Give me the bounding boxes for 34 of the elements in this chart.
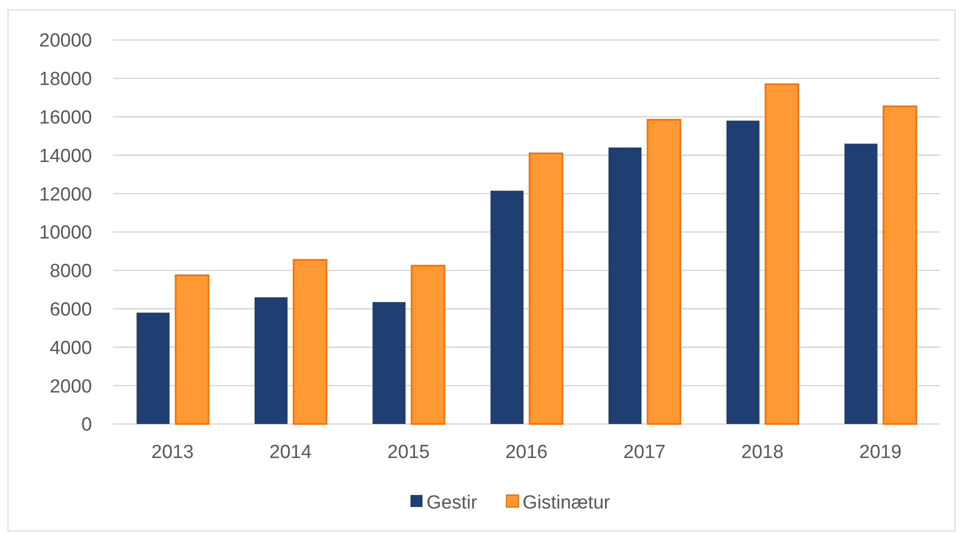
y-tick-label: 18000: [39, 69, 92, 90]
bar: [490, 190, 524, 424]
y-tick-label: 12000: [39, 184, 92, 206]
y-tick-label: 6000: [50, 299, 92, 320]
y-tick-label: 16000: [39, 107, 92, 128]
bar: [844, 144, 878, 424]
y-tick-label: 10000: [39, 222, 92, 244]
x-tick-label: 2018: [741, 442, 784, 463]
bar: [254, 297, 288, 424]
x-tick-label: 2016: [505, 442, 548, 463]
x-tick-label: 2019: [859, 442, 902, 463]
x-tick-label: 2017: [623, 442, 666, 463]
bar: [292, 259, 328, 425]
bar: [174, 274, 210, 425]
y-tick-label: 4000: [50, 338, 92, 359]
legend-label: Gestir: [426, 492, 478, 514]
bar: [764, 83, 800, 425]
bar: [136, 312, 170, 424]
bar: [608, 148, 642, 424]
x-tick-label: 2015: [387, 442, 430, 463]
x-tick-label: 2014: [269, 442, 312, 463]
bar: [646, 118, 682, 425]
bar: [528, 152, 564, 425]
bar: [882, 105, 918, 425]
y-tick-label: 8000: [50, 261, 92, 282]
bar: [372, 302, 406, 424]
bar: [726, 120, 760, 424]
y-tick-label: 0: [81, 414, 92, 436]
x-tick-label: 2013: [151, 442, 194, 463]
y-tick-label: 20000: [39, 30, 92, 52]
bar: [410, 264, 446, 425]
y-tick-label: 14000: [39, 146, 92, 167]
legend-label: Gistinætur: [522, 492, 611, 514]
y-tick-label: 2000: [50, 376, 92, 398]
